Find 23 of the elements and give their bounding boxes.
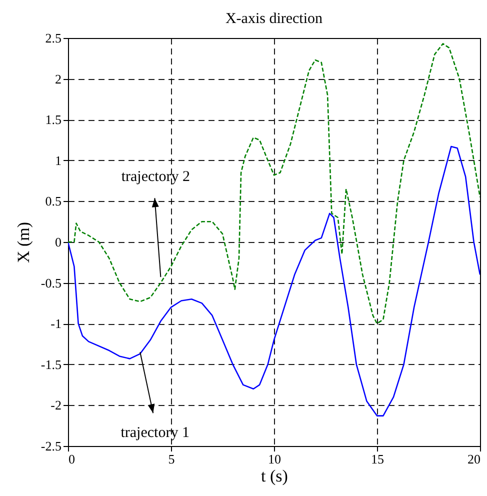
x-tick-label: 15	[371, 452, 384, 466]
line-series	[68, 43, 480, 324]
y-tick-label: -2	[50, 398, 62, 413]
annotation: trajectory 1	[120, 425, 190, 442]
chart-title: X-axis direction	[225, 11, 324, 27]
x-tick-label: 0	[68, 452, 75, 466]
x-tick-label: 20	[468, 452, 480, 466]
x-tick-label: 10	[268, 452, 281, 466]
line-series	[68, 146, 480, 416]
x-tick-label: 5	[168, 452, 175, 466]
x-axis-title: t (s)	[261, 466, 288, 486]
y-tick-label: 2	[55, 71, 62, 86]
y-axis-title: X (m)	[14, 222, 33, 264]
y-tick-label: -0.5	[40, 275, 62, 290]
annotation: trajectory 2	[121, 169, 190, 186]
y-tick-label: 1	[55, 152, 62, 168]
y-tick-label: -1.5	[40, 356, 62, 372]
y-tick-label: -2.5	[40, 438, 62, 454]
y-tick-label: 2.5	[45, 30, 62, 46]
y-tick-label: -1	[50, 316, 62, 332]
y-tick-label: 0	[55, 234, 62, 250]
y-tick-label: 0.5	[45, 194, 62, 209]
y-tick-label: 1.5	[45, 112, 62, 128]
